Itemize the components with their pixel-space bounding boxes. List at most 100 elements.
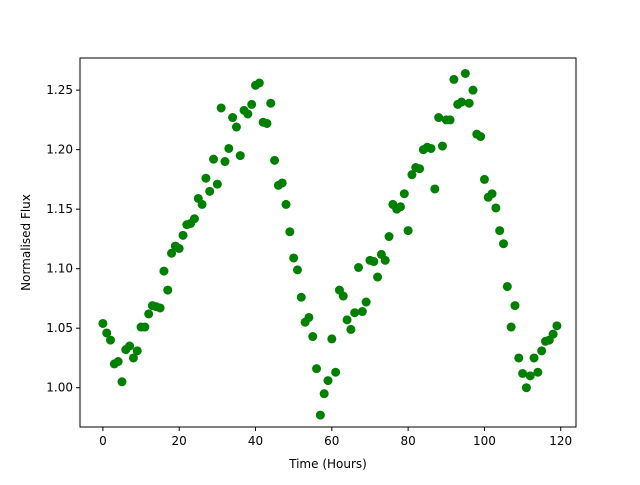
- data-point: [354, 263, 364, 272]
- data-point: [499, 239, 509, 249]
- data-point: [403, 226, 413, 236]
- data-point: [445, 115, 455, 125]
- data-point: [254, 78, 264, 88]
- data-point: [285, 227, 295, 237]
- data-point: [506, 322, 516, 332]
- data-point: [201, 173, 211, 183]
- data-point: [476, 132, 486, 142]
- data-point: [384, 232, 394, 242]
- data-point: [155, 303, 165, 313]
- data-point: [277, 178, 287, 188]
- data-point: [399, 189, 409, 199]
- plot-frame: [79, 57, 577, 428]
- data-point: [533, 367, 543, 377]
- data-point: [132, 346, 142, 356]
- data-point: [167, 248, 177, 258]
- data-point: [304, 312, 314, 322]
- y-tick-label: 1.20: [46, 143, 73, 157]
- data-point: [415, 164, 425, 174]
- data-point: [460, 68, 470, 78]
- data-point: [495, 226, 505, 236]
- data-point: [106, 335, 116, 345]
- data-point: [178, 230, 188, 240]
- data-point: [373, 272, 383, 282]
- x-axis-title: Time (Hours): [288, 457, 367, 471]
- data-point: [350, 308, 360, 318]
- x-tick-label: 80: [400, 434, 415, 448]
- x-tick-label: 0: [99, 434, 107, 448]
- x-axis-ticks: 0 20 40 60 80 100 120: [99, 427, 572, 448]
- data-point: [125, 341, 135, 351]
- data-point: [502, 282, 512, 292]
- data-point: [235, 151, 245, 161]
- data-point: [510, 301, 520, 311]
- x-tick-label: 120: [549, 434, 572, 448]
- data-point: [247, 99, 257, 109]
- data-point: [548, 329, 558, 339]
- data-point: [144, 309, 154, 319]
- y-tick-label: 1.10: [46, 262, 73, 276]
- data-point: [102, 328, 112, 338]
- data-point: [525, 371, 535, 381]
- data-point: [231, 122, 241, 132]
- data-point: [518, 368, 528, 378]
- data-point: [98, 318, 108, 328]
- data-point: [380, 255, 390, 265]
- data-point: [529, 353, 539, 363]
- y-tick-label: 1.00: [46, 381, 73, 395]
- data-point: [209, 154, 219, 164]
- data-point: [212, 179, 222, 189]
- data-point: [117, 377, 127, 387]
- y-axis-ticks: 1.00 1.05 1.10 1.15 1.20 1.25: [46, 83, 80, 395]
- data-point: [361, 297, 371, 307]
- data-point: [296, 292, 306, 302]
- data-point: [514, 353, 524, 363]
- data-point: [327, 334, 337, 344]
- data-point: [537, 346, 547, 356]
- data-point: [487, 189, 497, 199]
- data-point: [289, 253, 299, 263]
- plot-area: [80, 58, 576, 427]
- data-point: [369, 257, 379, 267]
- y-tick-label: 1.05: [46, 321, 73, 335]
- data-point: [266, 98, 276, 108]
- data-point: [220, 157, 230, 167]
- data-point: [430, 184, 440, 194]
- x-tick-label: 20: [172, 434, 187, 448]
- data-point: [434, 113, 444, 123]
- x-tick-label: 60: [324, 434, 339, 448]
- data-point: [323, 376, 333, 386]
- data-point: [426, 143, 436, 153]
- data-point: [479, 174, 489, 184]
- data-point: [262, 118, 272, 128]
- data-point: [437, 141, 447, 151]
- data-point: [395, 202, 405, 212]
- data-point: [205, 186, 215, 196]
- data-point: [308, 332, 318, 342]
- data-point: [315, 410, 325, 420]
- data-point: [342, 315, 352, 325]
- data-point: [113, 357, 123, 367]
- data-point: [464, 98, 474, 108]
- data-point: [270, 155, 280, 165]
- data-point: [312, 364, 322, 374]
- data-point: [243, 109, 253, 119]
- data-point: [319, 389, 329, 399]
- data-point: [292, 265, 302, 275]
- data-point: [128, 353, 138, 363]
- data-point: [521, 383, 531, 393]
- y-tick-label: 1.25: [46, 83, 73, 97]
- data-point: [407, 170, 417, 180]
- data-point: [346, 324, 356, 334]
- data-point: [140, 322, 150, 332]
- data-point: [281, 199, 291, 209]
- x-tick-label: 100: [473, 434, 496, 448]
- y-tick-label: 1.15: [46, 202, 73, 216]
- data-point: [216, 103, 226, 113]
- data-point: [224, 143, 234, 153]
- data-point: [174, 243, 184, 253]
- data-point: [189, 214, 199, 224]
- data-point: [338, 291, 348, 301]
